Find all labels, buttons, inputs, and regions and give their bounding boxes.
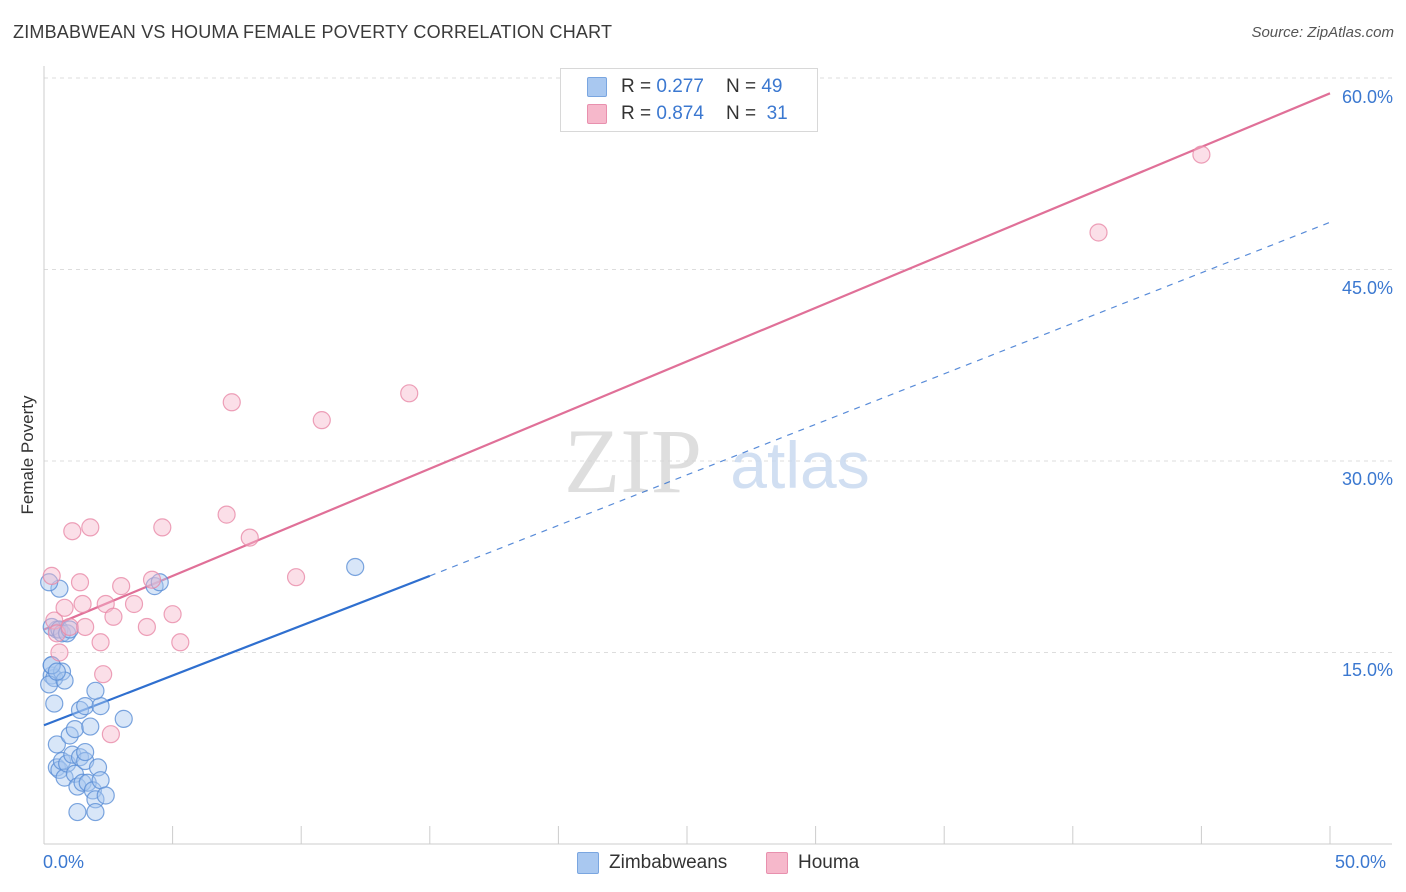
- y-axis-label: Female Poverty: [18, 395, 37, 515]
- legend-row-zimbabweans: R = 0.277 N = 49: [587, 75, 782, 99]
- data-point-houma: [50, 643, 69, 662]
- x-tick-label-max: 50.0%: [1335, 852, 1387, 872]
- data-point-houma: [222, 393, 241, 412]
- data-point-zimbabweans: [86, 681, 105, 700]
- data-point-zimbabweans: [47, 662, 66, 681]
- y-tick-label: 60.0%: [1341, 87, 1393, 107]
- data-points: [40, 145, 1211, 822]
- legend-swatch: [577, 852, 599, 874]
- data-point-zimbabweans: [86, 790, 105, 809]
- data-point-houma: [163, 605, 182, 624]
- legend-swatch: [587, 104, 607, 124]
- data-point-houma: [137, 617, 156, 637]
- data-point-houma: [55, 598, 74, 617]
- data-point-houma: [63, 522, 82, 541]
- data-point-houma: [124, 594, 144, 614]
- r-label: R =: [621, 103, 652, 124]
- data-point-houma: [153, 518, 172, 537]
- legend-row-houma: R = 0.874 N = 31: [587, 102, 788, 126]
- y-tick-label: 15.0%: [1341, 660, 1393, 680]
- data-point-zimbabweans: [45, 694, 64, 713]
- data-point-houma: [171, 633, 190, 652]
- legend-item-houma: Houma: [766, 852, 859, 874]
- data-point-zimbabweans: [114, 709, 133, 728]
- data-point-houma: [112, 577, 131, 596]
- trend-line-zimbabweans: [43, 574, 431, 727]
- legend-swatch: [766, 852, 788, 874]
- grid-lines: [44, 77, 1392, 653]
- data-point-houma: [312, 411, 331, 430]
- y-tick-label: 30.0%: [1341, 469, 1393, 489]
- data-point-houma: [101, 725, 120, 744]
- legend-swatch: [587, 77, 607, 97]
- n-label: N =: [725, 103, 757, 124]
- n-value: 49: [761, 76, 783, 97]
- y-tick-label: 45.0%: [1341, 278, 1393, 298]
- data-point-houma: [104, 607, 123, 626]
- data-point-zimbabweans: [47, 735, 66, 754]
- data-point-houma: [240, 528, 259, 547]
- data-point-houma: [94, 665, 113, 684]
- data-point-zimbabweans: [81, 717, 100, 736]
- legend: R = 0.277 N = 49 R = 0.874 N = 31: [560, 68, 818, 132]
- watermark-zip: ZIP: [564, 410, 702, 512]
- data-point-houma: [1089, 223, 1108, 242]
- data-point-zimbabweans: [96, 786, 115, 805]
- data-point-houma: [76, 617, 95, 637]
- data-point-houma: [81, 518, 100, 537]
- data-point-zimbabweans: [76, 742, 95, 762]
- data-point-zimbabweans: [346, 557, 365, 577]
- data-point-houma: [70, 573, 90, 592]
- data-point-zimbabweans: [86, 802, 105, 822]
- data-point-zimbabweans: [91, 771, 110, 790]
- data-point-houma: [91, 633, 110, 652]
- watermark: ZIP atlas: [564, 410, 870, 512]
- x-tick-label-min: 0.0%: [43, 852, 85, 872]
- r-value: 0.874: [656, 103, 704, 124]
- r-label: R =: [621, 76, 652, 97]
- data-point-houma: [286, 568, 306, 587]
- chart-title: ZIMBABWEAN VS HOUMA FEMALE POVERTY CORRE…: [13, 22, 613, 42]
- n-value: 31: [766, 103, 788, 124]
- data-point-zimbabweans: [91, 697, 110, 716]
- data-point-zimbabweans: [68, 802, 87, 822]
- axes: [43, 66, 1392, 845]
- legend-item-zimbabweans: Zimbabweans: [577, 852, 727, 874]
- data-point-zimbabweans: [65, 719, 84, 739]
- data-point-zimbabweans: [73, 773, 92, 792]
- data-point-houma: [60, 617, 79, 637]
- bottom-legend: Zimbabweans Houma: [0, 852, 1406, 878]
- data-point-houma: [142, 570, 162, 589]
- data-point-houma: [73, 594, 92, 614]
- legend-label: Zimbabweans: [609, 852, 728, 873]
- data-point-zimbabweans: [76, 697, 95, 716]
- legend-label: Houma: [798, 852, 860, 873]
- r-value: 0.277: [656, 76, 704, 97]
- data-point-houma: [400, 384, 419, 403]
- trend-extension-zimbabweans: [429, 221, 1331, 577]
- trend-line-houma: [43, 92, 1331, 631]
- n-label: N =: [725, 76, 757, 97]
- source-note: Source: ZipAtlas.com: [1251, 24, 1394, 41]
- watermark-atlas: atlas: [730, 428, 869, 502]
- data-point-zimbabweans: [55, 768, 74, 787]
- data-point-houma: [217, 505, 236, 524]
- data-point-houma: [1192, 145, 1211, 164]
- data-point-houma: [42, 566, 61, 586]
